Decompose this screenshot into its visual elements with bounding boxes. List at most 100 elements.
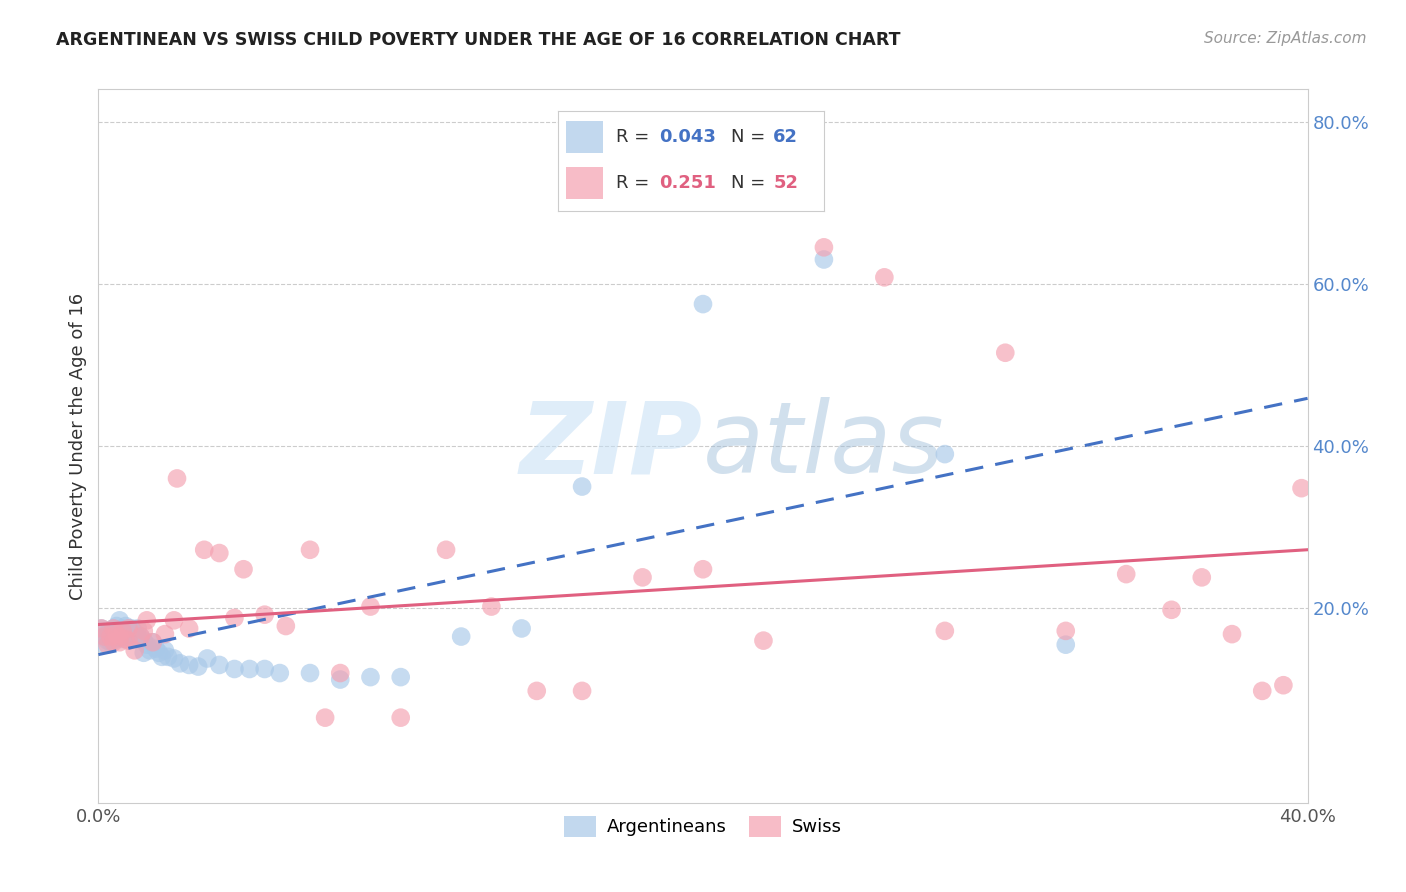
Point bbox=[96, 638, 118, 652]
Point bbox=[1291, 481, 1313, 495]
Point bbox=[114, 632, 136, 646]
Y-axis label: Child Poverty Under the Age of 16: Child Poverty Under the Age of 16 bbox=[69, 293, 87, 599]
Point bbox=[127, 622, 149, 636]
Point bbox=[121, 622, 143, 636]
Point bbox=[156, 649, 179, 664]
Point bbox=[145, 641, 167, 656]
Point bbox=[93, 638, 115, 652]
Point bbox=[299, 666, 322, 681]
Point bbox=[118, 633, 141, 648]
Point bbox=[105, 631, 128, 645]
Point bbox=[103, 633, 125, 648]
Point bbox=[103, 627, 125, 641]
Point bbox=[118, 627, 141, 641]
Point bbox=[253, 607, 276, 622]
Point bbox=[195, 651, 218, 665]
Point bbox=[150, 649, 173, 664]
Point bbox=[994, 345, 1017, 359]
Point bbox=[90, 622, 112, 636]
Point bbox=[129, 630, 152, 644]
Point bbox=[132, 633, 155, 648]
Point bbox=[389, 670, 412, 684]
Point bbox=[360, 599, 382, 614]
Point bbox=[103, 622, 125, 636]
Point bbox=[100, 624, 122, 638]
Point bbox=[127, 630, 149, 644]
Point bbox=[526, 684, 548, 698]
Point bbox=[114, 630, 136, 644]
Point bbox=[692, 297, 714, 311]
Point bbox=[96, 625, 118, 640]
Point bbox=[934, 447, 956, 461]
Point bbox=[100, 630, 122, 644]
Point bbox=[108, 635, 131, 649]
Point bbox=[450, 630, 472, 644]
Point bbox=[179, 622, 201, 636]
Point bbox=[108, 625, 131, 640]
Point bbox=[124, 643, 146, 657]
Point bbox=[100, 632, 122, 646]
Point bbox=[1160, 603, 1182, 617]
Point bbox=[135, 613, 157, 627]
Point bbox=[105, 623, 128, 637]
Point bbox=[163, 651, 186, 665]
Point bbox=[114, 619, 136, 633]
Point bbox=[1272, 678, 1295, 692]
Point bbox=[389, 711, 412, 725]
Point bbox=[299, 542, 322, 557]
Point bbox=[224, 662, 246, 676]
Point bbox=[510, 622, 533, 636]
Point bbox=[571, 684, 593, 698]
Point bbox=[96, 627, 118, 641]
Point bbox=[129, 630, 152, 644]
Point bbox=[692, 562, 714, 576]
Point bbox=[1220, 627, 1243, 641]
Point bbox=[187, 659, 209, 673]
Point bbox=[103, 622, 125, 636]
Point bbox=[813, 240, 835, 254]
Text: atlas: atlas bbox=[703, 398, 945, 494]
Point bbox=[105, 619, 128, 633]
Point bbox=[139, 643, 162, 657]
Text: ZIP: ZIP bbox=[520, 398, 703, 494]
Point bbox=[232, 562, 254, 576]
Point bbox=[1191, 570, 1213, 584]
Point bbox=[169, 657, 191, 671]
Legend: Argentineans, Swiss: Argentineans, Swiss bbox=[557, 808, 849, 844]
Point bbox=[100, 635, 122, 649]
Point bbox=[142, 635, 165, 649]
Text: Source: ZipAtlas.com: Source: ZipAtlas.com bbox=[1204, 31, 1367, 46]
Point bbox=[179, 657, 201, 672]
Point bbox=[93, 630, 115, 644]
Point bbox=[571, 479, 593, 493]
Point bbox=[118, 622, 141, 636]
Point bbox=[111, 624, 134, 638]
Point bbox=[269, 666, 291, 681]
Point bbox=[253, 662, 276, 676]
Point bbox=[132, 624, 155, 638]
Point bbox=[111, 622, 134, 636]
Point bbox=[132, 646, 155, 660]
Point bbox=[208, 546, 231, 560]
Point bbox=[153, 627, 176, 641]
Point bbox=[1251, 684, 1274, 698]
Point bbox=[329, 673, 352, 687]
Point bbox=[142, 635, 165, 649]
Point bbox=[118, 622, 141, 636]
Point bbox=[1054, 638, 1077, 652]
Point bbox=[111, 632, 134, 646]
Point bbox=[153, 643, 176, 657]
Point bbox=[93, 630, 115, 644]
Point bbox=[631, 570, 654, 584]
Point bbox=[360, 670, 382, 684]
Point bbox=[105, 627, 128, 641]
Point bbox=[90, 622, 112, 636]
Point bbox=[103, 635, 125, 649]
Point bbox=[481, 599, 503, 614]
Point bbox=[121, 631, 143, 645]
Point bbox=[1054, 624, 1077, 638]
Point bbox=[274, 619, 297, 633]
Point bbox=[135, 638, 157, 652]
Point bbox=[434, 542, 457, 557]
Point bbox=[208, 657, 231, 672]
